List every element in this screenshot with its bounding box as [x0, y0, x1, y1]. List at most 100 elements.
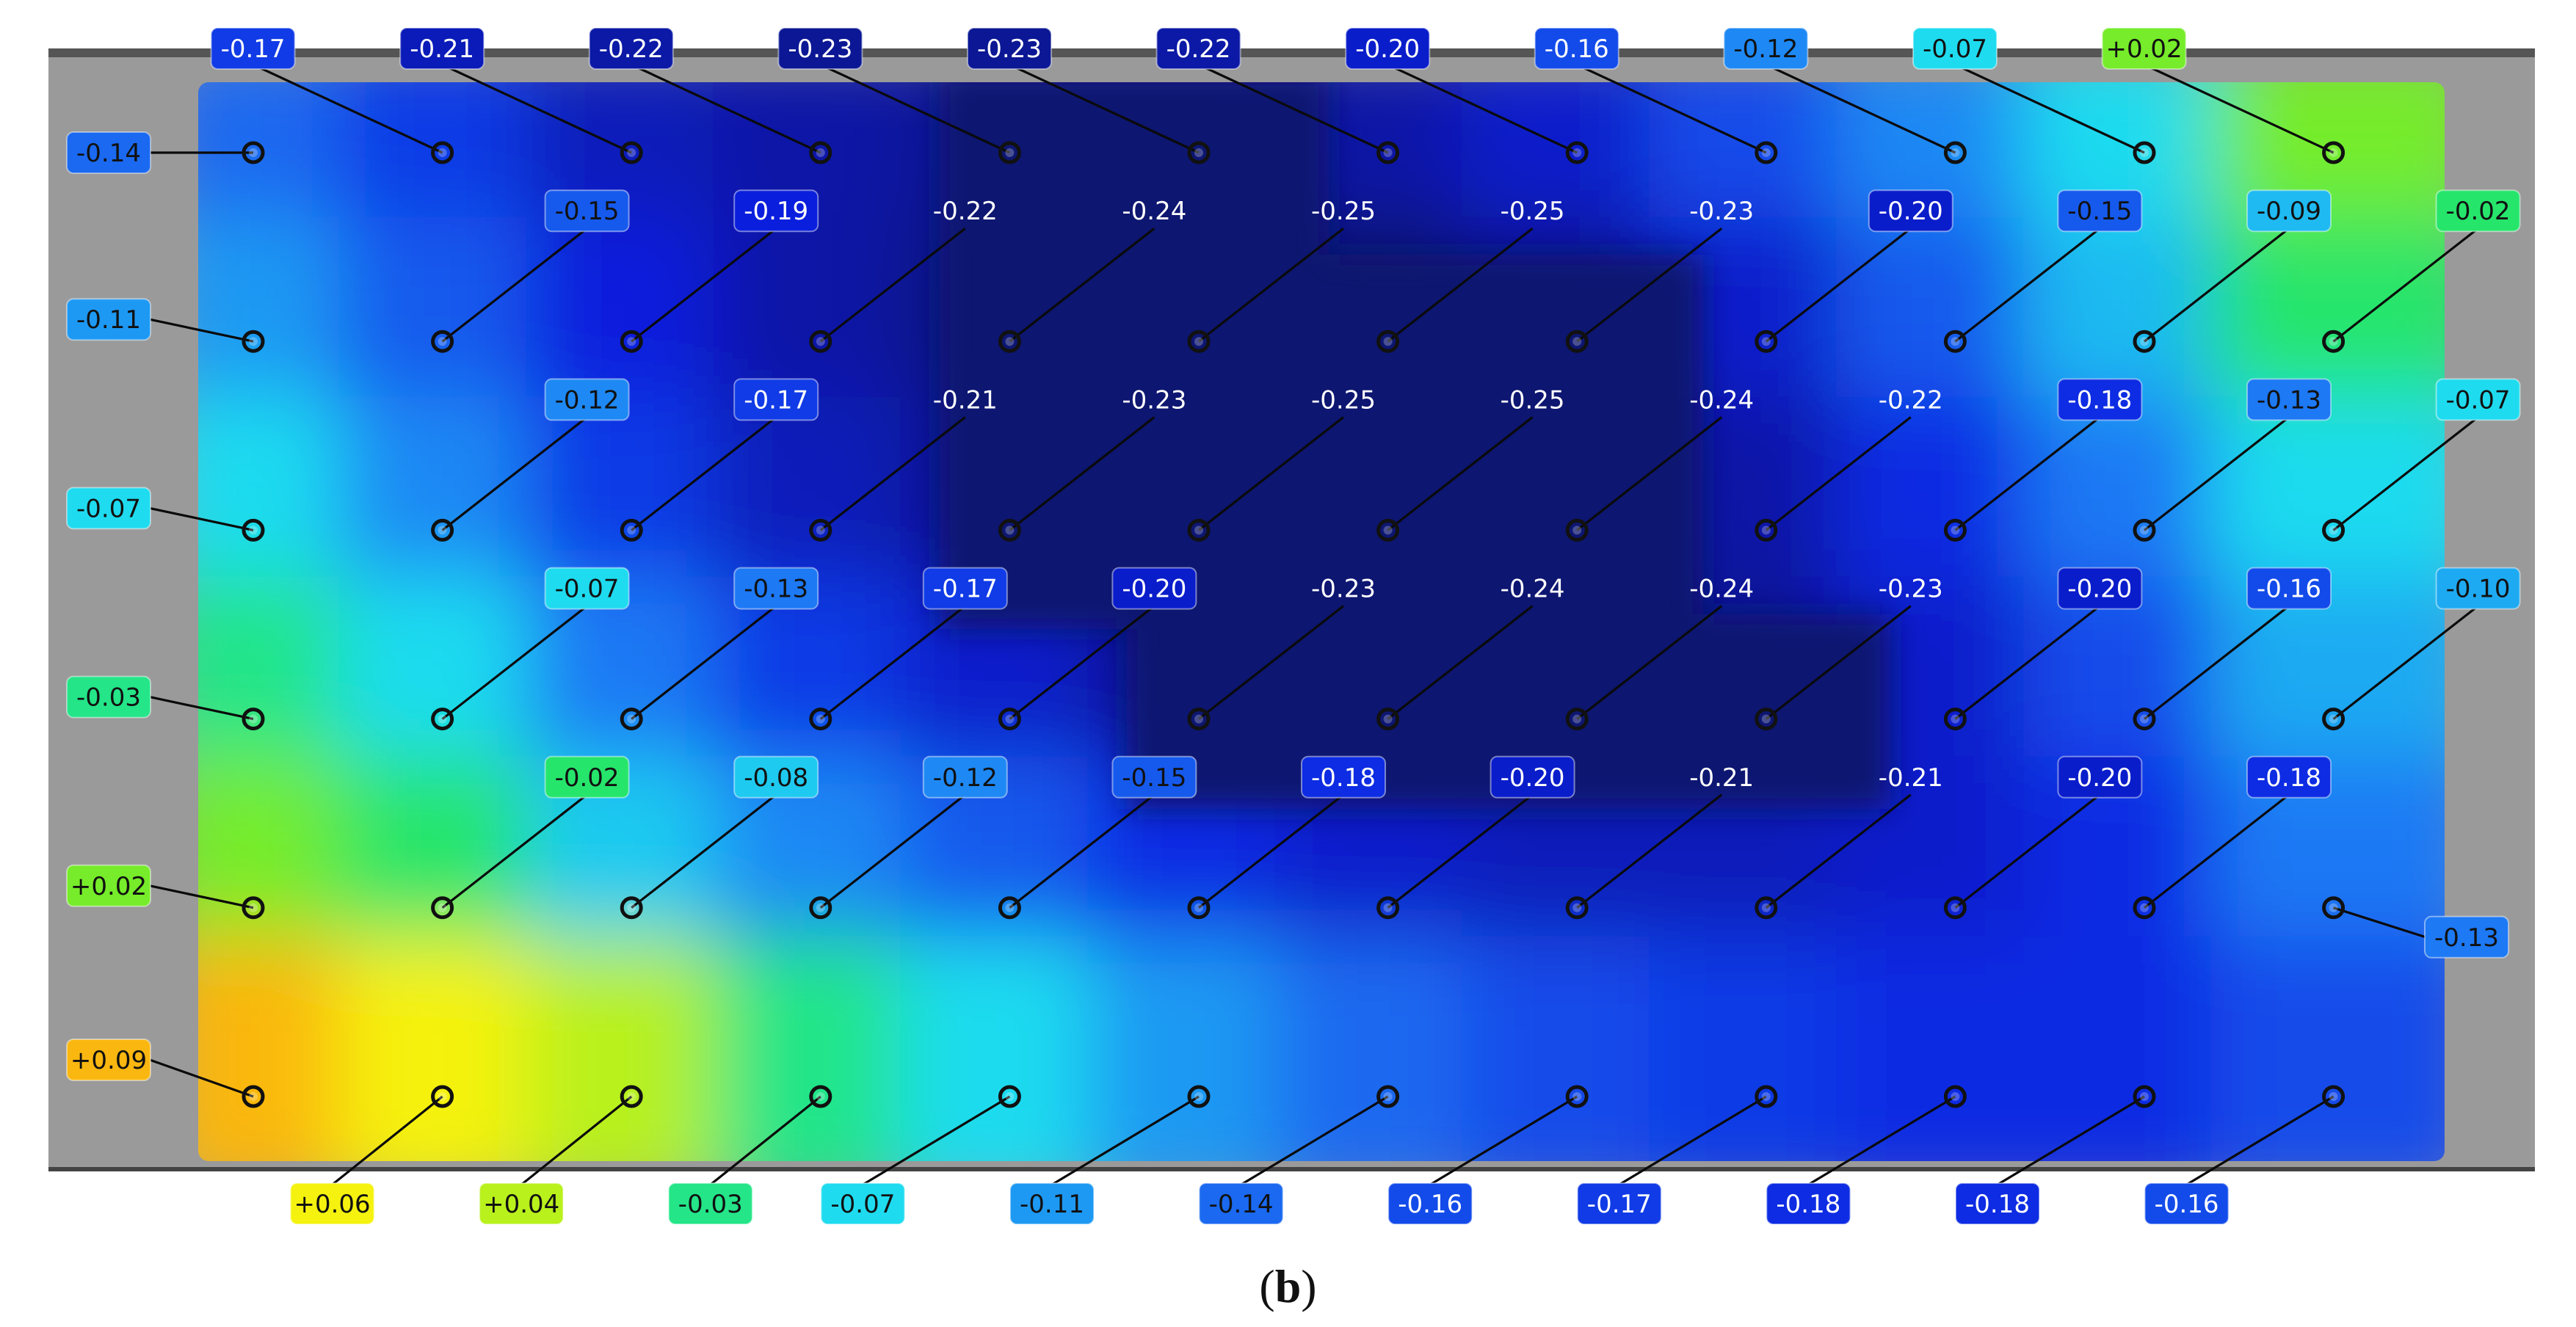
measurement-marker [1565, 896, 1589, 920]
heat-core-cell [1314, 435, 1516, 629]
value-label-text: -0.03 [76, 683, 141, 713]
leader-line [1576, 227, 1723, 343]
leader-lines [149, 63, 2479, 1186]
leader-line [1198, 793, 1344, 909]
measurement-marker [620, 330, 643, 353]
value-label-text: -0.03 [678, 1190, 743, 1219]
value-label: -0.20 [1490, 755, 1575, 799]
measurement-marker [998, 141, 1021, 164]
leader-line [1387, 793, 1534, 909]
value-label: -0.20 [1111, 567, 1197, 610]
value-label-text: -0.20 [1355, 34, 1420, 64]
value-label-text: -0.11 [76, 305, 141, 335]
value-label: -0.18 [2057, 378, 2143, 421]
value-label-text: -0.18 [2067, 385, 2132, 415]
leader-line [520, 1095, 633, 1186]
marker-center [2140, 903, 2149, 912]
marker-center [1005, 903, 1015, 912]
value-label: -0.25 [1311, 197, 1376, 226]
value-label: +0.02 [2101, 27, 2187, 70]
leader-line [1576, 793, 1723, 909]
measurement-marker [1755, 330, 1778, 353]
value-label-box [1009, 1182, 1095, 1225]
leader-line [819, 416, 966, 531]
value-label-text: -0.14 [1209, 1190, 1274, 1219]
marker-center [1005, 148, 1015, 157]
heat-core-cell [940, 82, 1142, 269]
value-label-text: -0.23 [1689, 197, 1754, 226]
marker-center [2329, 337, 2338, 346]
measurement-marker [1187, 896, 1211, 920]
value-label-box [2246, 378, 2332, 421]
leader-line [149, 506, 254, 531]
leader-line [2332, 605, 2479, 720]
value-label-text: -0.16 [2257, 575, 2321, 604]
measurement-marker [1565, 518, 1589, 542]
value-label-text: -0.25 [1311, 385, 1376, 415]
value-label-box [2057, 378, 2143, 421]
value-label-text: -0.13 [744, 575, 808, 604]
value-label-box [1387, 1182, 1473, 1225]
measurement-marker [1943, 708, 1967, 731]
value-label-box [2435, 567, 2521, 610]
marker-center [1572, 526, 1582, 535]
value-label: -0.20 [1868, 189, 1953, 233]
value-label-box [1155, 27, 1241, 70]
value-label-box [66, 298, 151, 341]
value-label-text: -0.25 [1311, 197, 1376, 226]
marker-center [1383, 337, 1393, 346]
leader-line [631, 63, 821, 154]
value-label-text: -0.07 [555, 575, 620, 604]
value-label: -0.23 [1311, 575, 1376, 604]
value-label-text: -0.12 [1733, 34, 1798, 64]
marker-center [627, 1092, 636, 1101]
value-label: -0.03 [66, 675, 151, 719]
value-label-text: -0.17 [744, 385, 808, 415]
marker-center [1951, 337, 1960, 346]
leader-line [149, 884, 254, 909]
leader-line [1240, 1095, 1389, 1186]
value-label: -0.20 [2057, 755, 2143, 799]
value-label-box [2424, 915, 2509, 959]
value-label-box [1723, 27, 1809, 70]
value-label: -0.23 [1122, 385, 1186, 415]
value-label-text: -0.23 [977, 34, 1042, 64]
measurement-marker [242, 330, 265, 353]
measurement-marker [1376, 141, 1400, 164]
value-label-text: -0.24 [1689, 385, 1754, 415]
value-label-box [2246, 567, 2332, 610]
measurement-marker [2322, 896, 2345, 920]
measurement-marker [998, 1085, 1021, 1108]
measurement-marker [1943, 330, 1967, 353]
leader-line [709, 1095, 821, 1186]
value-label: -0.13 [733, 567, 819, 610]
measurement-marker [620, 896, 643, 920]
marker-center [1761, 526, 1771, 535]
value-label-text: -0.20 [2067, 575, 2132, 604]
value-label-text: -0.21 [1879, 763, 1943, 793]
value-label-text: -0.18 [1776, 1190, 1840, 1219]
measurement-marker [2322, 141, 2345, 164]
marker-center [1383, 526, 1393, 535]
leader-line [1618, 1095, 1767, 1186]
marker-center [2329, 714, 2338, 724]
leader-line [2144, 605, 2290, 720]
leader-line [1009, 227, 1155, 343]
value-label: -0.23 [967, 27, 1052, 70]
value-label-text: +0.06 [294, 1190, 370, 1219]
marker-center [249, 148, 258, 157]
value-label-text: -0.20 [1122, 575, 1186, 604]
value-label-box [2246, 755, 2332, 799]
value-label-box [733, 378, 819, 421]
value-label-box [667, 1182, 753, 1225]
value-label: -0.18 [1301, 755, 1386, 799]
marker-center [249, 337, 258, 346]
value-label-text: -0.22 [599, 34, 664, 64]
leader-line [441, 227, 588, 343]
leader-line [1009, 63, 1200, 154]
value-label-text: -0.15 [1122, 763, 1186, 793]
marker-center [1761, 337, 1771, 346]
value-label-text: +0.02 [70, 872, 147, 901]
marker-center [1194, 148, 1203, 157]
